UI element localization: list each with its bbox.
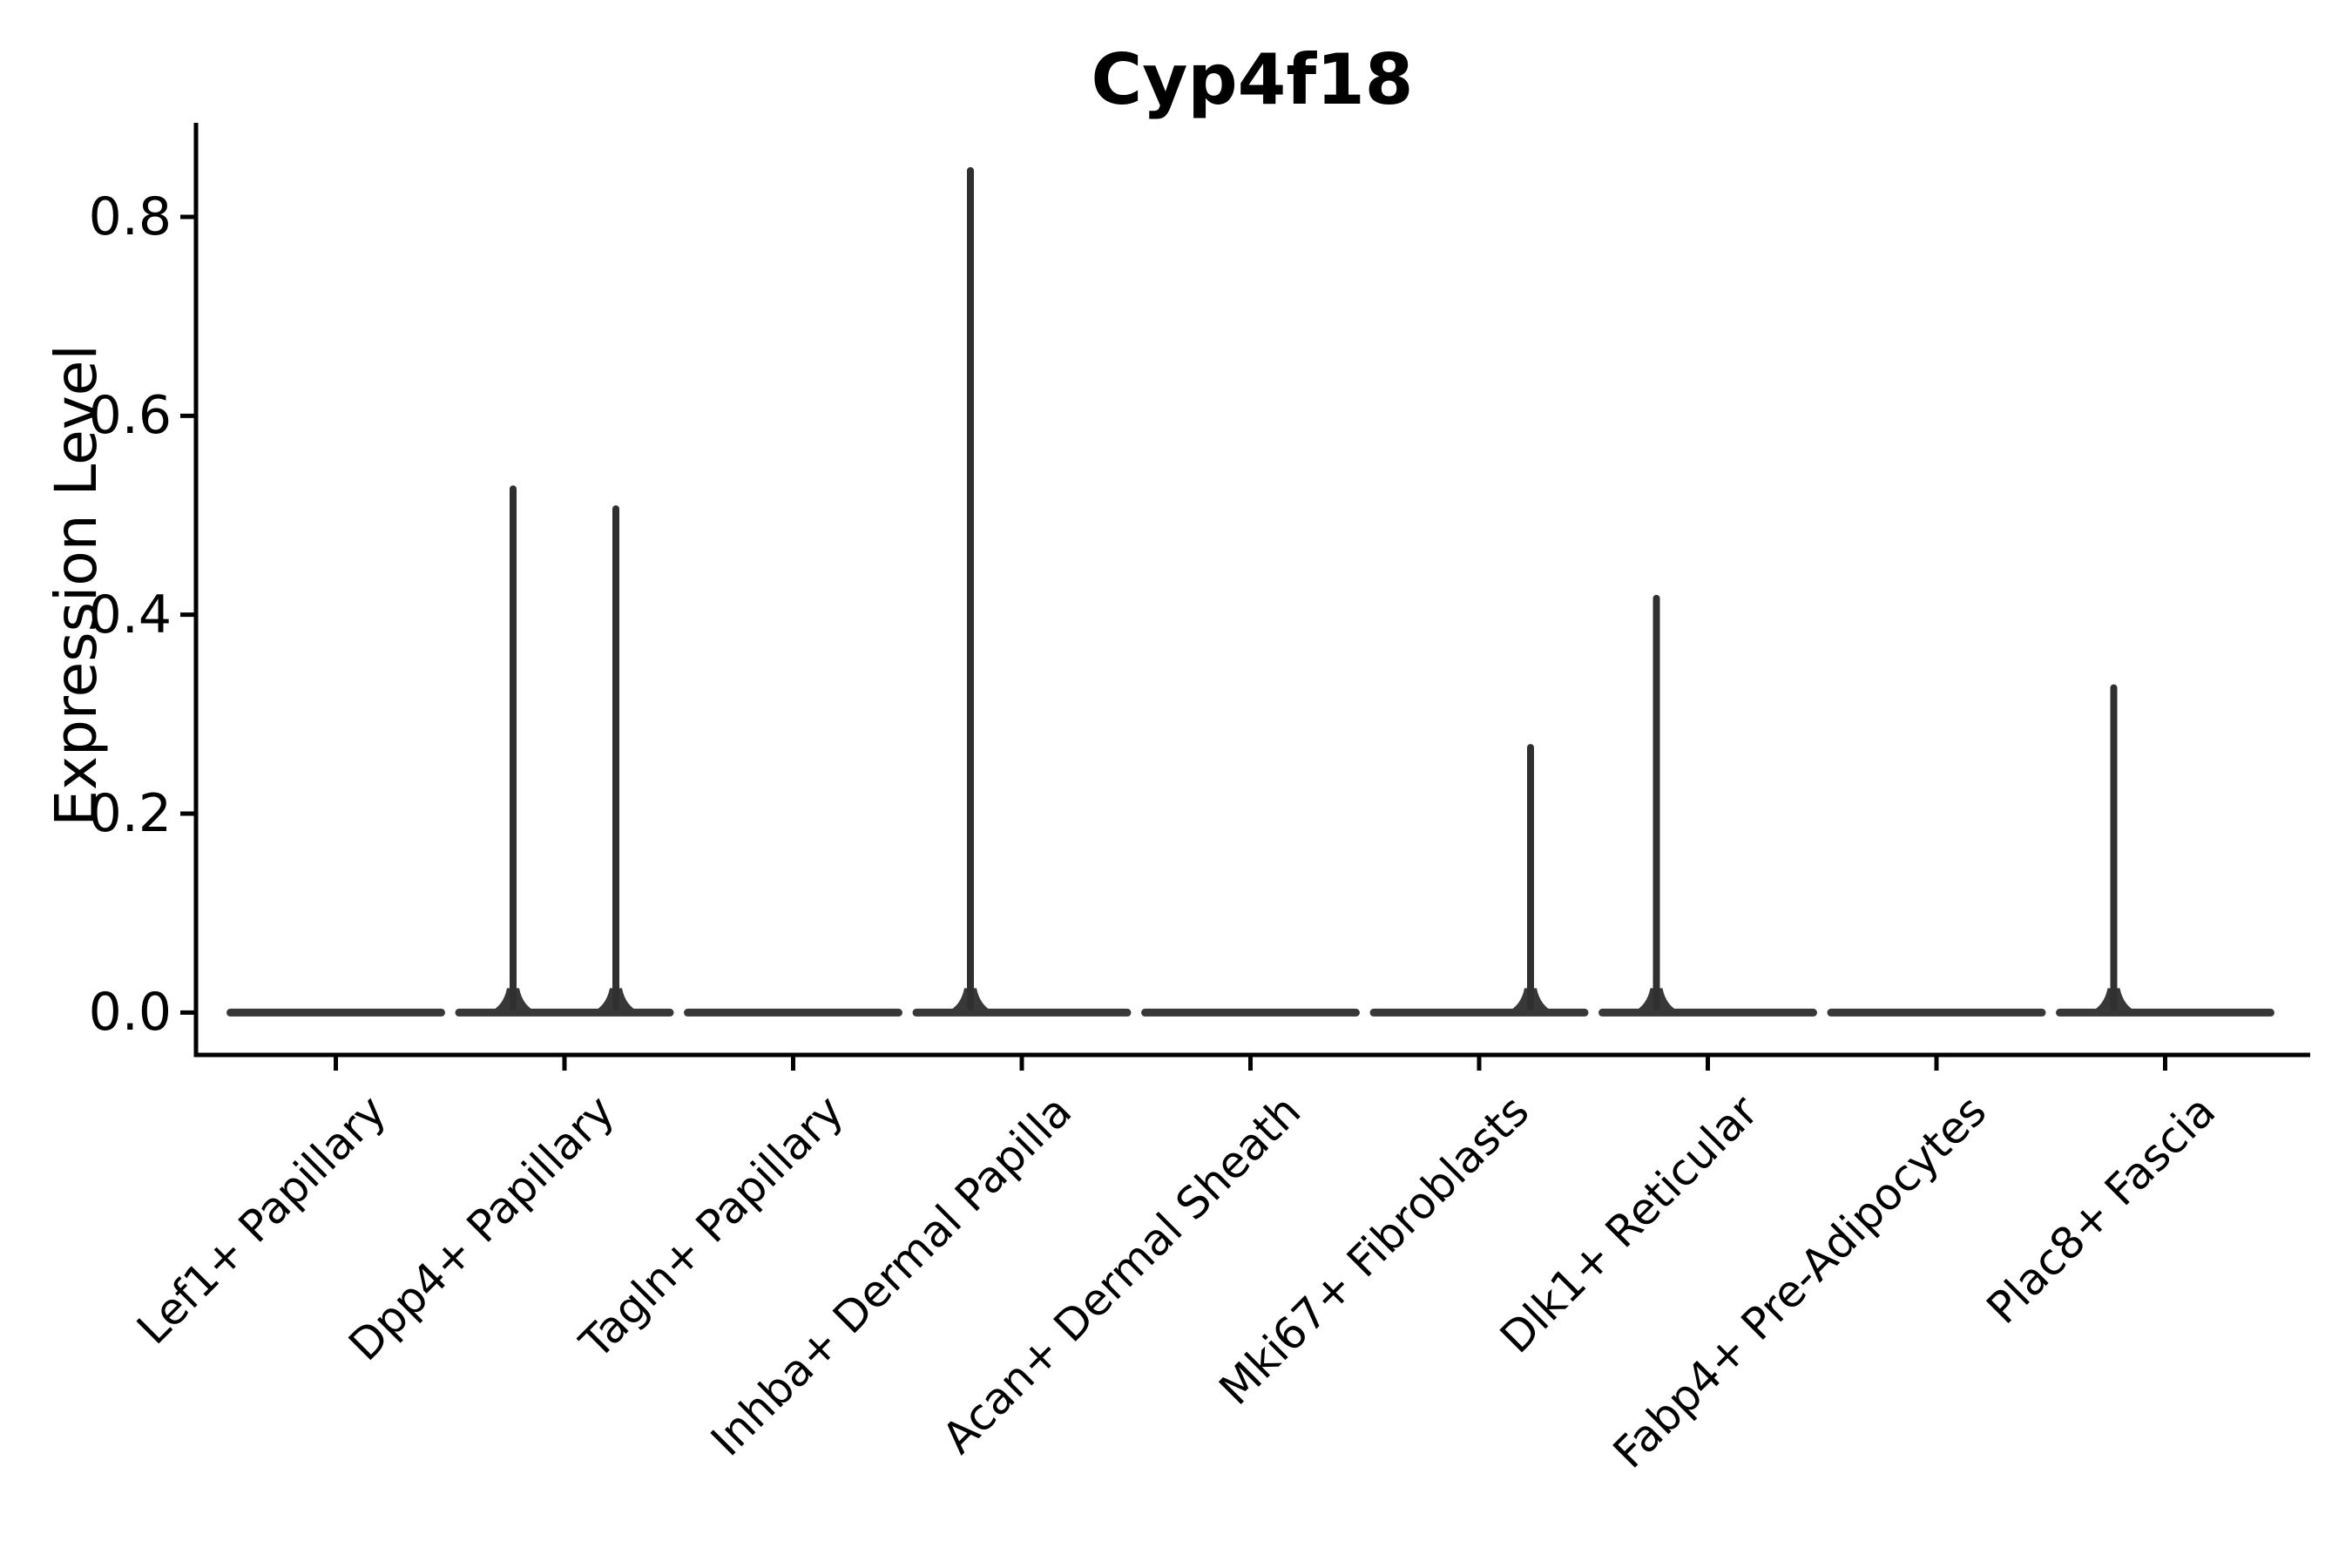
y-tick-label: 0.4 bbox=[88, 584, 172, 645]
chart-title: Cyp4f18 bbox=[1091, 39, 1414, 120]
y-tick-label: 0.0 bbox=[88, 982, 172, 1044]
y-tick-label: 0.6 bbox=[88, 385, 172, 447]
y-tick-label: 0.2 bbox=[88, 783, 172, 845]
y-tick-label: 0.8 bbox=[88, 186, 172, 247]
